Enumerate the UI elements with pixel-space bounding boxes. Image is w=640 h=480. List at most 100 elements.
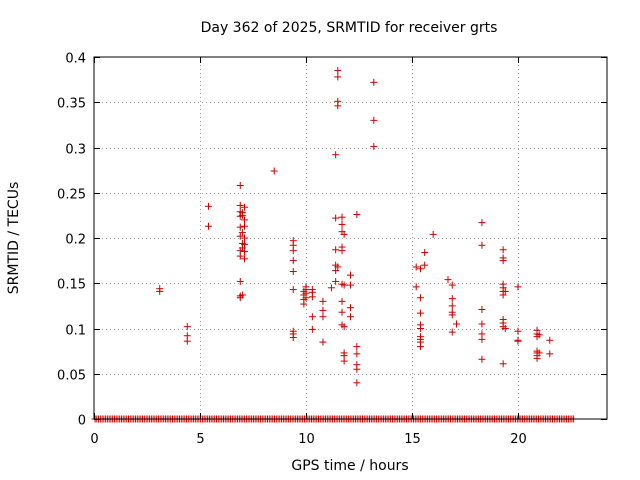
data-point — [241, 203, 249, 211]
data-point — [478, 335, 486, 343]
x-tick-label: 20 — [510, 432, 527, 447]
data-point — [340, 230, 348, 238]
data-point — [452, 320, 460, 328]
data-point — [238, 291, 246, 299]
data-point — [241, 216, 249, 224]
data-point — [429, 230, 437, 238]
y-tick-label: 0 — [78, 414, 86, 429]
data-point — [183, 337, 191, 345]
axis-ticks: 0 0.05 0.1 0.15 0.2 0.25 0.3 0.35 0.4 0 5 10 15 20 — [57, 52, 607, 447]
data-point — [332, 277, 340, 285]
data-point — [204, 222, 212, 230]
data-point — [236, 252, 244, 260]
data-point — [448, 281, 456, 289]
data-point — [478, 305, 486, 313]
data-point — [347, 281, 354, 289]
data-point — [319, 338, 327, 346]
y-tick-label: 0.1 — [65, 324, 86, 339]
data-point — [308, 293, 316, 301]
data-point — [338, 213, 346, 221]
y-tick-label: 0.25 — [57, 188, 86, 203]
data-point — [499, 291, 507, 299]
data-point — [444, 276, 452, 284]
data-point — [156, 287, 164, 295]
data-point — [370, 143, 378, 151]
y-tick-label: 0.3 — [65, 143, 86, 158]
data-point — [334, 67, 342, 75]
x-axis-label: GPS time / hours — [291, 458, 408, 474]
chart-title: Day 362 of 2025, SRMTID for receiver grt… — [201, 20, 498, 36]
data-point — [353, 343, 361, 351]
data-point — [347, 271, 354, 279]
data-point — [416, 309, 424, 317]
data-point — [338, 308, 346, 316]
data-point — [478, 241, 486, 249]
data-point — [332, 267, 340, 275]
data-point — [332, 214, 340, 222]
data-point — [448, 295, 456, 303]
data-point — [421, 261, 429, 269]
data-point — [238, 244, 246, 252]
data-point — [353, 210, 361, 218]
data-point — [334, 263, 342, 271]
data-point — [236, 232, 244, 240]
data-point — [535, 349, 543, 357]
data-point — [241, 248, 249, 256]
data-point — [501, 325, 509, 332]
data-point — [183, 323, 191, 331]
data-point — [421, 248, 429, 256]
data-point — [448, 328, 456, 336]
data-point — [416, 343, 424, 351]
data-point — [478, 219, 486, 227]
data-point — [514, 337, 522, 345]
data-point — [236, 201, 244, 209]
data-point — [499, 257, 507, 265]
data-point — [236, 277, 244, 285]
data-point — [448, 302, 456, 310]
data-point — [514, 327, 522, 335]
data-point — [416, 265, 424, 273]
data-point — [340, 357, 348, 365]
data-point — [338, 247, 346, 255]
data-point — [319, 306, 327, 314]
data-point — [347, 304, 354, 312]
y-tick-label: 0.4 — [65, 52, 86, 67]
x-tick-label: 15 — [404, 432, 421, 447]
data-point — [308, 313, 316, 321]
data-point — [289, 286, 297, 294]
data-point — [338, 220, 346, 228]
data-point — [300, 300, 308, 308]
data-point — [308, 325, 316, 333]
x-tick-label: 10 — [298, 432, 315, 447]
data-point — [546, 350, 554, 358]
data-point — [327, 284, 335, 292]
y-tick-label: 0.05 — [57, 369, 86, 384]
data-point — [319, 297, 327, 305]
data-point — [241, 240, 249, 248]
data-point — [370, 78, 378, 86]
data-point — [501, 287, 509, 295]
data-point — [332, 151, 340, 159]
grid-lines — [94, 57, 607, 419]
data-point — [332, 246, 340, 254]
data-point — [338, 297, 346, 305]
data-point — [302, 294, 310, 302]
data-point — [340, 323, 348, 331]
data-point — [448, 311, 456, 319]
data-point — [347, 313, 354, 321]
data-points — [91, 67, 578, 423]
data-point — [289, 267, 297, 275]
data-point — [478, 355, 486, 363]
data-point — [319, 313, 327, 321]
data-point — [499, 360, 507, 368]
data-point — [478, 320, 486, 328]
data-point — [499, 246, 507, 254]
data-point — [412, 283, 420, 291]
data-point — [241, 255, 249, 263]
data-point — [241, 234, 249, 242]
data-point — [353, 379, 361, 387]
y-tick-label: 0.15 — [57, 278, 86, 293]
data-point — [533, 354, 541, 362]
data-point — [238, 211, 246, 219]
